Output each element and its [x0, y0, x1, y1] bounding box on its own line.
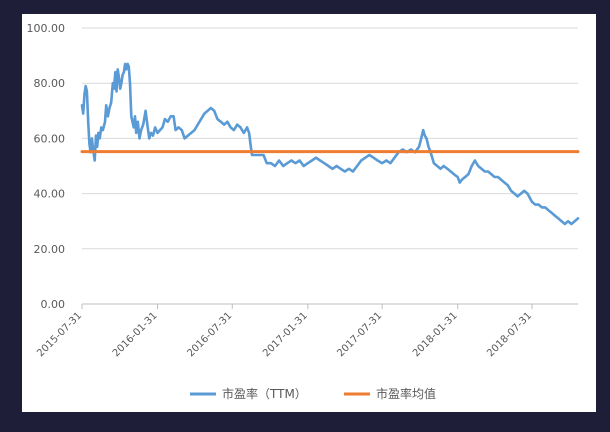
y-tick-label: 40.00 — [34, 188, 66, 201]
x-tick-label: 2017-07-31 — [335, 310, 384, 359]
x-axis-ticks: 2015-07-31 2016-01-31 2016-07-31 2017-01-31… — [35, 303, 578, 359]
legend: 市盈率（TTM） 市盈率均值 — [190, 386, 436, 401]
legend-label-pe-ttm: 市盈率（TTM） — [222, 386, 307, 401]
x-tick-label: 2017-01-31 — [261, 310, 310, 359]
y-tick-label: 0.00 — [41, 298, 66, 311]
y-tick-label: 60.00 — [34, 132, 66, 145]
pe-ratio-chart: 0.00 20.00 40.00 60.00 80.00 100.00 2015-07-3… — [27, 22, 580, 401]
y-tick-label: 20.00 — [34, 243, 66, 256]
x-tick-label: 2016-01-31 — [111, 310, 160, 359]
chart-card: 0.00 20.00 40.00 60.00 80.00 100.00 2015-07-3… — [22, 14, 596, 412]
x-tick-label: 2018-07-31 — [485, 310, 534, 359]
pe-ttm-line — [80, 62, 580, 226]
legend-label-pe-mean: 市盈率均值 — [376, 386, 436, 401]
y-tick-label: 80.00 — [34, 77, 66, 90]
y-tick-label: 100.00 — [27, 22, 66, 35]
x-tick-label: 2015-07-31 — [35, 310, 84, 359]
x-tick-label: 2016-07-31 — [186, 310, 235, 359]
x-tick-label: 2018-01-31 — [411, 310, 460, 359]
series-lines — [80, 62, 580, 226]
y-axis-ticks: 0.00 20.00 40.00 60.00 80.00 100.00 — [27, 22, 66, 311]
